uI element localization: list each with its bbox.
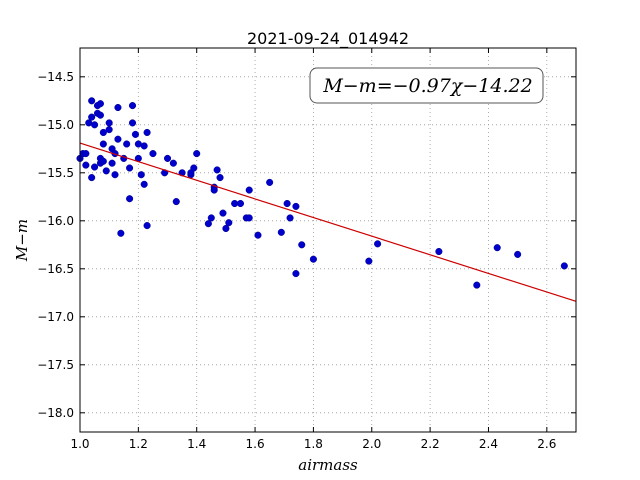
data-point bbox=[114, 135, 122, 143]
data-point bbox=[131, 130, 139, 138]
data-point bbox=[126, 164, 134, 172]
data-point bbox=[213, 166, 221, 174]
data-point bbox=[143, 222, 151, 230]
data-point bbox=[560, 262, 568, 270]
data-point bbox=[137, 171, 145, 179]
data-point bbox=[163, 154, 172, 162]
data-point bbox=[82, 150, 90, 158]
data-point bbox=[286, 214, 294, 222]
x-tick-label: 1.2 bbox=[129, 437, 148, 451]
fit-line bbox=[79, 142, 577, 302]
data-point bbox=[365, 257, 373, 265]
data-point bbox=[105, 126, 113, 134]
data-point bbox=[91, 121, 99, 129]
chart-title: 2021-09-24_014942 bbox=[247, 29, 409, 49]
data-point bbox=[140, 142, 148, 150]
data-point bbox=[96, 100, 104, 108]
data-point bbox=[128, 119, 137, 127]
data-point bbox=[204, 220, 212, 228]
y-tick-label: −16.0 bbox=[37, 214, 74, 228]
data-point bbox=[277, 228, 285, 236]
y-tick-label: −18.0 bbox=[37, 406, 74, 420]
data-point bbox=[111, 171, 119, 179]
data-point bbox=[128, 102, 137, 110]
y-tick-label: −17.5 bbox=[37, 358, 74, 372]
x-tick-label: 2.2 bbox=[421, 437, 440, 451]
data-point bbox=[435, 247, 443, 256]
y-tick-label: −16.5 bbox=[37, 262, 74, 276]
y-tick-label: −15.0 bbox=[37, 118, 74, 132]
data-point bbox=[149, 150, 157, 158]
x-tick-label: 1.0 bbox=[70, 437, 89, 451]
x-tick-label: 2.4 bbox=[479, 437, 498, 451]
grid bbox=[79, 48, 576, 432]
data-point bbox=[225, 219, 233, 227]
data-point bbox=[210, 186, 218, 194]
data-point bbox=[207, 214, 215, 222]
x-tick-labels: 1.0 1.2 1.4 1.6 1.8 2.0 2.2 2.4 2.6 bbox=[70, 437, 556, 451]
data-point bbox=[105, 119, 113, 127]
data-point bbox=[245, 214, 253, 222]
data-point bbox=[292, 202, 300, 210]
data-point bbox=[91, 163, 99, 171]
annotation-box: M−m=−0.97χ−14.22 bbox=[309, 67, 544, 104]
data-point bbox=[123, 140, 131, 148]
data-point bbox=[99, 157, 107, 165]
data-point bbox=[245, 186, 253, 194]
data-point bbox=[254, 231, 262, 239]
data-point bbox=[219, 209, 227, 217]
data-point bbox=[309, 255, 317, 263]
data-point bbox=[216, 174, 224, 182]
data-point bbox=[99, 140, 107, 148]
data-point bbox=[99, 128, 107, 137]
y-tick-label: −14.5 bbox=[37, 70, 74, 84]
data-point bbox=[283, 199, 291, 208]
annotation-frame bbox=[309, 67, 544, 104]
data-point bbox=[493, 244, 501, 252]
data-point bbox=[222, 224, 230, 233]
data-point bbox=[298, 241, 306, 249]
x-tick-label: 1.4 bbox=[187, 437, 206, 451]
data-points bbox=[76, 97, 568, 289]
y-axis-label: M−m bbox=[13, 219, 31, 262]
data-point bbox=[82, 161, 90, 169]
y-tick-label: −17.0 bbox=[37, 310, 74, 324]
data-point bbox=[266, 178, 274, 186]
data-point bbox=[108, 159, 116, 167]
data-point bbox=[96, 111, 104, 119]
x-tick-label: 1.8 bbox=[304, 437, 323, 451]
data-point bbox=[473, 281, 481, 289]
data-point bbox=[117, 229, 125, 237]
data-point bbox=[190, 164, 198, 172]
data-point bbox=[88, 174, 96, 182]
data-point bbox=[292, 270, 300, 278]
y-tick-label: −15.5 bbox=[37, 166, 74, 180]
data-point bbox=[88, 97, 96, 105]
annotation-text: M−m=−0.97χ−14.22 bbox=[322, 75, 532, 97]
data-point bbox=[143, 128, 151, 137]
x-tick-label: 2.0 bbox=[362, 437, 381, 451]
data-point bbox=[140, 180, 148, 188]
data-point bbox=[169, 159, 177, 167]
data-point bbox=[126, 195, 134, 203]
data-point bbox=[374, 240, 382, 248]
data-point bbox=[114, 103, 122, 112]
plot-frame bbox=[79, 47, 577, 433]
data-point bbox=[172, 198, 180, 206]
data-point bbox=[236, 199, 245, 208]
x-tick-label: 1.6 bbox=[246, 437, 265, 451]
x-tick-label: 2.6 bbox=[537, 437, 556, 451]
data-point bbox=[88, 113, 96, 121]
data-point bbox=[514, 250, 522, 258]
y-tick-labels: −14.5 −15.0 −15.5 −16.0 −16.5 −17.0 −17.5 −18.0 bbox=[37, 70, 74, 420]
ticks bbox=[79, 48, 576, 432]
x-axis-label: airmass bbox=[298, 456, 358, 474]
data-point bbox=[193, 150, 201, 158]
data-point bbox=[102, 167, 110, 175]
